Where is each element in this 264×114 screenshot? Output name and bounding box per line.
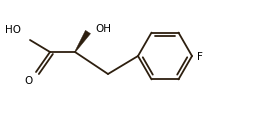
Text: HO: HO: [5, 25, 21, 35]
Text: O: O: [24, 75, 32, 85]
Text: OH: OH: [95, 24, 111, 34]
Polygon shape: [75, 31, 91, 53]
Text: F: F: [197, 52, 203, 61]
